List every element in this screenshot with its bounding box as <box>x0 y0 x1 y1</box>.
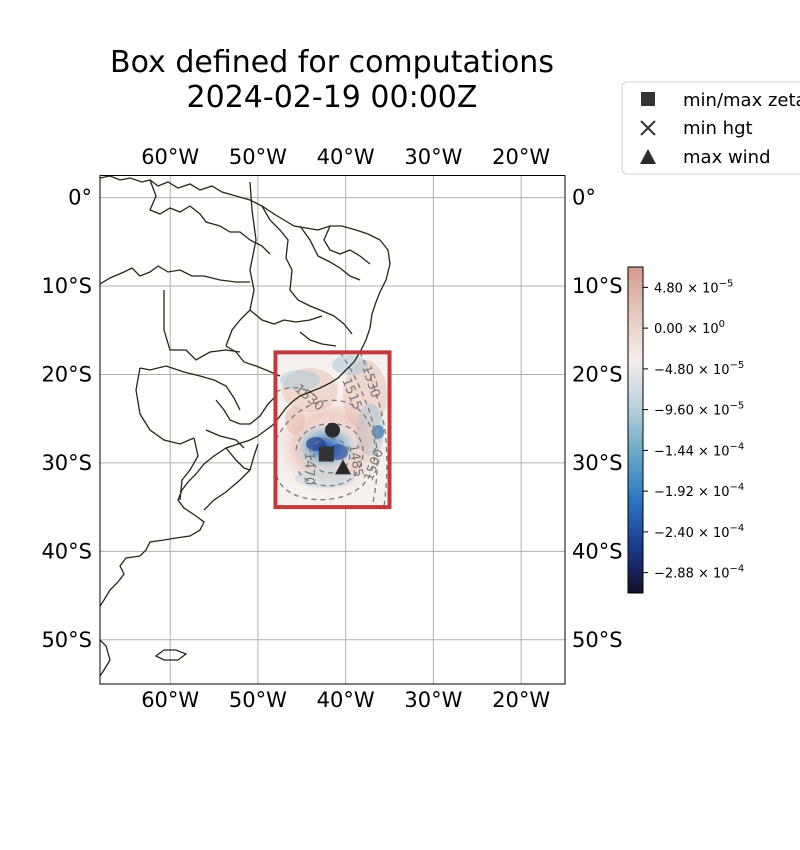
lon-tick-label: 50°W <box>229 145 287 169</box>
country-border <box>100 265 250 285</box>
lat-tick-label: 10°S <box>41 274 92 298</box>
colorbar-tick-label: −2.40 × 10−4 <box>654 523 744 541</box>
legend-label-hgt: min hgt <box>683 118 753 139</box>
colorbar: 4.80 × 10−5 0.00 × 100 −4.80 × 10−5 −9.60 ×… <box>627 266 744 594</box>
lat-ticks-left: 0° 10°S 20°S 30°S 40°S 50°S <box>41 186 92 652</box>
map-frame <box>99 175 566 685</box>
country-border <box>149 179 271 255</box>
map-panel: 1515 1530 1530 1470 1485 1500 <box>41 145 622 712</box>
south-america-coastline <box>100 175 391 607</box>
country-border <box>249 309 323 325</box>
lat-tick-label: 0° <box>572 186 596 210</box>
lat-tick-label: 40°S <box>572 539 623 563</box>
lon-tick-label: 30°W <box>404 145 462 169</box>
country-border <box>203 469 251 511</box>
country-border <box>261 205 353 335</box>
computation-box <box>273 350 392 510</box>
lat-tick-label: 30°S <box>572 451 623 475</box>
lon-tick-label: 60°W <box>141 145 199 169</box>
lon-tick-label: 40°W <box>317 688 375 712</box>
lat-tick-label: 50°S <box>41 628 92 652</box>
min-max-zeta-marker <box>318 446 334 462</box>
lat-tick-label: 20°S <box>41 362 92 386</box>
legend-frame <box>621 81 800 175</box>
lon-tick-label: 60°W <box>141 688 199 712</box>
legend-label-zeta: min/max zeta <box>683 90 800 111</box>
colorbar-tick-label: −2.88 × 10−4 <box>654 564 744 582</box>
country-border <box>163 290 241 361</box>
lon-tick-label: 20°W <box>492 145 550 169</box>
lat-tick-label: 10°S <box>572 274 623 298</box>
country-border <box>323 225 371 265</box>
lon-ticks-top: 60°W 50°W 40°W 30°W 20°W <box>141 145 550 169</box>
south-america-coast-south <box>100 639 111 677</box>
title-line-1: Box defined for computations <box>110 45 554 80</box>
lon-tick-label: 30°W <box>404 688 462 712</box>
vorticity-field: 1515 1530 1530 1470 1485 1500 <box>276 352 388 507</box>
coastlines <box>100 175 391 677</box>
country-border <box>225 181 257 347</box>
country-border <box>299 225 361 281</box>
center-marker <box>325 422 340 438</box>
lat-tick-label: 20°S <box>572 362 623 386</box>
country-border <box>179 437 199 501</box>
country-border <box>215 395 277 425</box>
lat-tick-label: 50°S <box>572 628 623 652</box>
colorbar-tick-label: −9.60 × 10−5 <box>654 401 744 419</box>
colorbar-ticks: 4.80 × 10−5 0.00 × 100 −4.80 × 10−5 −9.60 ×… <box>643 278 744 582</box>
legend-x-icon <box>640 120 656 136</box>
colorbar-bar <box>627 266 644 594</box>
lon-tick-label: 40°W <box>317 145 375 169</box>
lat-tick-label: 30°S <box>41 451 92 475</box>
title-line-2: 2024-02-19 00:00Z <box>187 80 478 115</box>
colorbar-tick-label: −1.44 × 10−4 <box>654 441 744 459</box>
contour-label: 1470 <box>301 452 316 485</box>
lon-tick-label: 20°W <box>492 688 550 712</box>
legend-label-wind: max wind <box>683 147 771 168</box>
max-wind-marker <box>335 459 352 475</box>
lat-tick-label: 40°S <box>41 539 92 563</box>
country-border <box>299 331 337 347</box>
lon-tick-label: 50°W <box>229 688 287 712</box>
legend-triangle-icon <box>640 149 656 164</box>
lon-ticks-bottom: 60°W 50°W 40°W 30°W 20°W <box>141 688 550 712</box>
legend-square-icon <box>641 92 655 106</box>
country-border <box>139 365 241 411</box>
country-border <box>135 367 195 445</box>
lat-tick-label: 0° <box>68 186 92 210</box>
contour-label: 1485 <box>345 443 366 478</box>
height-contours <box>276 352 388 507</box>
legend: min/max zeta min hgt max wind <box>621 81 800 175</box>
country-border <box>225 345 281 377</box>
colorbar-tick-label: −4.80 × 10−5 <box>654 360 744 378</box>
lat-ticks-right: 0° 10°S 20°S 30°S 40°S 50°S <box>572 186 623 652</box>
country-border <box>225 443 259 471</box>
colorbar-tick-label: −1.92 × 10−4 <box>654 482 744 500</box>
colorbar-tick-label: 0.00 × 100 <box>654 319 725 337</box>
falklands-coastline <box>154 649 188 661</box>
country-border <box>205 429 245 449</box>
colorbar-tick-label: 4.80 × 10−5 <box>654 278 733 296</box>
